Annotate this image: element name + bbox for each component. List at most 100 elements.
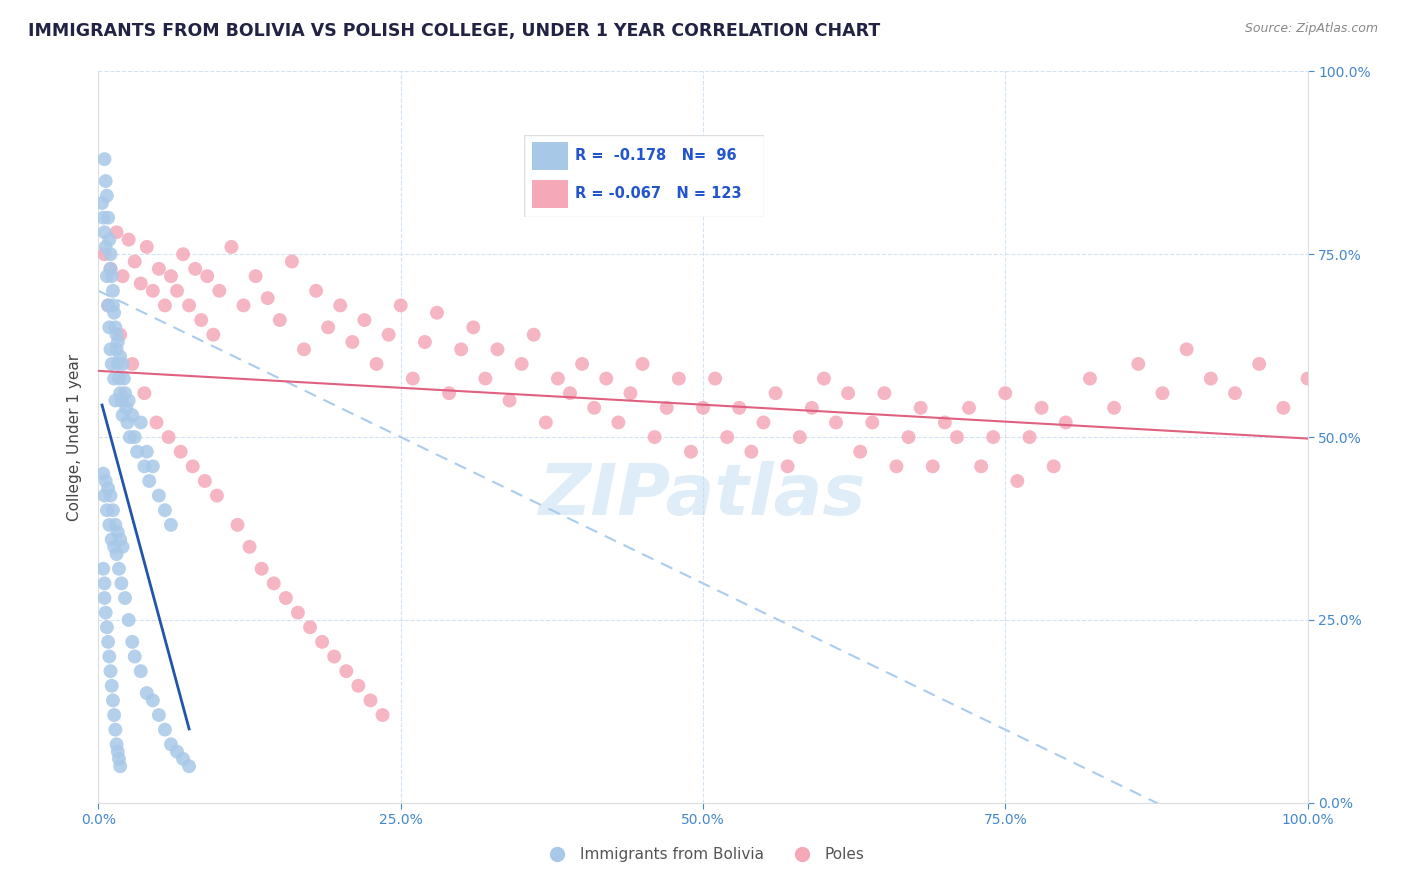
Point xyxy=(101,503,124,517)
Point xyxy=(825,416,848,430)
Point xyxy=(347,679,370,693)
FancyBboxPatch shape xyxy=(531,142,568,170)
Point xyxy=(437,386,460,401)
Point xyxy=(194,474,217,488)
Point xyxy=(94,240,117,254)
Point xyxy=(114,386,136,401)
Point xyxy=(292,343,315,357)
Point xyxy=(426,306,449,320)
Point xyxy=(655,401,678,415)
Point xyxy=(105,547,128,561)
Point xyxy=(135,240,157,254)
Point xyxy=(1199,371,1222,385)
Point xyxy=(100,269,122,284)
Point xyxy=(134,386,156,401)
Point xyxy=(111,269,134,284)
Point xyxy=(1054,416,1077,430)
Point xyxy=(274,591,297,605)
Point xyxy=(166,284,188,298)
Point xyxy=(1078,371,1101,385)
Point xyxy=(108,562,131,576)
Point xyxy=(103,540,125,554)
Point xyxy=(1152,386,1174,401)
Point xyxy=(100,261,122,276)
Point xyxy=(1175,343,1198,357)
Point xyxy=(153,503,176,517)
Point xyxy=(486,343,509,357)
Point xyxy=(1042,459,1064,474)
Point xyxy=(148,489,170,503)
FancyBboxPatch shape xyxy=(524,135,765,217)
Point xyxy=(1296,371,1319,385)
Legend: Immigrants from Bolivia, Poles: Immigrants from Bolivia, Poles xyxy=(536,841,870,868)
Point xyxy=(148,261,170,276)
Point xyxy=(104,517,127,532)
Point xyxy=(93,247,115,261)
Point xyxy=(583,401,606,415)
Point xyxy=(103,708,125,723)
Point xyxy=(377,327,399,342)
Point xyxy=(607,416,630,430)
Point xyxy=(108,533,131,547)
Point xyxy=(121,408,143,422)
Point xyxy=(142,284,165,298)
Point xyxy=(371,708,394,723)
Point xyxy=(93,576,115,591)
Point xyxy=(93,591,115,605)
Point xyxy=(160,737,183,751)
Point xyxy=(108,752,131,766)
Point xyxy=(96,620,118,634)
Point xyxy=(105,225,128,239)
Point xyxy=(107,357,129,371)
Point xyxy=(402,371,425,385)
Point xyxy=(179,759,201,773)
Point xyxy=(97,481,120,495)
Point xyxy=(789,430,811,444)
Point xyxy=(595,371,617,385)
Point xyxy=(100,247,122,261)
Point xyxy=(311,635,333,649)
Point xyxy=(679,444,702,458)
Point xyxy=(800,401,823,415)
Point xyxy=(100,664,122,678)
Point xyxy=(108,350,131,364)
Point xyxy=(195,269,218,284)
Point xyxy=(96,503,118,517)
Point xyxy=(107,334,129,349)
Point xyxy=(281,254,304,268)
Point xyxy=(97,298,120,312)
Point xyxy=(142,459,165,474)
Point xyxy=(631,357,654,371)
Point xyxy=(571,357,593,371)
Point xyxy=(160,269,183,284)
Point xyxy=(547,371,569,385)
Point xyxy=(129,277,152,291)
Point xyxy=(121,357,143,371)
Point xyxy=(1007,474,1029,488)
Point xyxy=(124,254,146,268)
Point xyxy=(112,371,135,385)
Point xyxy=(105,327,128,342)
Point xyxy=(389,298,412,312)
Point xyxy=(263,576,285,591)
Point xyxy=(860,416,883,430)
Point xyxy=(765,386,787,401)
Y-axis label: College, Under 1 year: College, Under 1 year xyxy=(67,353,83,521)
Point xyxy=(323,649,346,664)
Point xyxy=(498,393,520,408)
Point xyxy=(450,343,472,357)
Point xyxy=(921,459,943,474)
Point xyxy=(157,430,180,444)
Text: R =  -0.178   N=  96: R = -0.178 N= 96 xyxy=(575,148,737,163)
Point xyxy=(108,386,131,401)
Point xyxy=(98,517,121,532)
Point xyxy=(91,467,114,481)
Point xyxy=(181,459,204,474)
Point xyxy=(1018,430,1040,444)
Point xyxy=(97,211,120,225)
Point xyxy=(728,401,751,415)
Point xyxy=(107,745,129,759)
Point xyxy=(208,284,231,298)
Text: Source: ZipAtlas.com: Source: ZipAtlas.com xyxy=(1244,22,1378,36)
Point xyxy=(994,386,1017,401)
